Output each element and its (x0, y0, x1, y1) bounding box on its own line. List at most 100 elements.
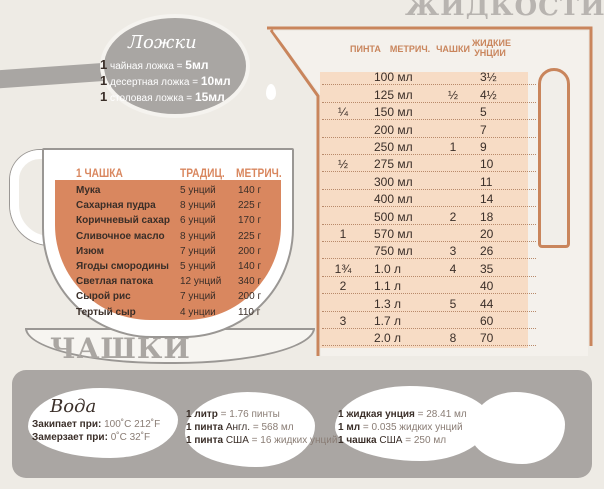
metric: 1.0 л (374, 261, 402, 276)
metric-value: 170 г (238, 215, 262, 227)
conv-blob-2b (470, 392, 565, 464)
liquid-table-row: ½ 275 мл 10 (322, 155, 536, 173)
ingredient: Сахарная пудра (76, 200, 156, 212)
traditional-value: 6 унций (180, 215, 216, 227)
metric: 1.7 л (374, 313, 402, 328)
metric: 500 мл (374, 209, 413, 224)
cup-fill (55, 180, 281, 320)
jug-handle (538, 68, 570, 248)
conversion-line: 1 литр = 1.76 пинты (186, 408, 337, 421)
conv-blob-1 (185, 392, 315, 467)
liquid-table-row: ¼ 150 мл 5 (322, 103, 536, 121)
ingredient: Тертый сыр (76, 306, 136, 318)
conversion-line: 1 чашка США = 250 мл (338, 434, 467, 447)
cup-header-metric: МЕТРИЧ. (236, 166, 282, 180)
cup-table-row: Коричневый сахар 6 унций 170 г (76, 215, 286, 230)
ingredient: Сливочное масло (76, 230, 165, 242)
spoons-title: Ложки (128, 32, 197, 53)
spoon-label: столовая ложка = (110, 93, 193, 104)
conversion-line: 1 жидкая унция = 28.41 мл (338, 408, 467, 421)
metric-value: 225 г (238, 200, 262, 212)
fluid-ounces: 4½ (480, 87, 497, 102)
fluid-ounces: 70 (480, 331, 494, 346)
metric: 150 мл (374, 105, 413, 120)
conversion-line: 1 пинта Англ. = 568 мл (186, 421, 337, 434)
spoon-label: чайная ложка = (110, 61, 183, 72)
water-boil: Закипает при: 100˚C 212˚F (32, 418, 160, 431)
spoon-value: 10мл (200, 74, 231, 88)
ingredient: Изюм (76, 245, 104, 257)
liquid-table-row: 200 мл 7 (322, 120, 536, 138)
traditional-value: 7 унций (180, 245, 216, 257)
conversions-1: 1 литр = 1.76 пинты 1 пинта Англ. = 568 м… (186, 408, 337, 447)
metric: 250 мл (374, 139, 413, 154)
ingredient: Сырой рис (76, 291, 131, 303)
fluid-ounces: 26 (480, 244, 494, 259)
conversion-region: Англ. (225, 422, 251, 433)
cup-table-row: Сырой рис 7 унций 200 г (76, 291, 286, 306)
fluid-ounces: 18 (480, 209, 494, 224)
cups: ½ (447, 87, 458, 102)
water-freeze: Замерзает при: 0˚C 32˚F (32, 431, 160, 444)
conversion-value: = 568 мл (252, 422, 294, 433)
pint: 1 (339, 226, 347, 241)
traditional-value: 7 унций (180, 291, 216, 303)
conversion-unit: 1 литр (186, 409, 218, 420)
spoon-line: 1 столовая ложка = 15мл (100, 90, 231, 106)
liquid-table-row: 1¾ 1.0 л 4 35 (322, 259, 536, 277)
spoon-count: 1 (100, 89, 108, 104)
fluid-ounces: 44 (480, 296, 494, 311)
metric: 750 мл (374, 244, 413, 259)
spoon-value: 5мл (185, 58, 209, 72)
cup-header-item: 1 ЧАШКА (76, 166, 123, 180)
fluid-ounces: 35 (480, 261, 494, 276)
spoon-bowl (100, 14, 250, 118)
traditional-value: 8 унций (180, 200, 216, 212)
fluid-ounces: 10 (480, 157, 494, 172)
conversion-region: США (225, 435, 249, 446)
water-info: Закипает при: 100˚C 212˚F Замерзает при:… (32, 418, 160, 444)
metric: 570 мл (374, 226, 413, 241)
conversion-line: 1 мл = 0.035 жидких унций (338, 421, 467, 434)
pint: 2 (339, 279, 347, 294)
cup-table-row: Светлая патока 12 унций 340 г (76, 276, 286, 291)
fluid-ounces: 40 (480, 279, 494, 294)
cups: 5 (449, 296, 457, 311)
spoons-list: 1 чайная ложка = 5мл 1 десертная ложка =… (100, 58, 231, 106)
metric: 100 мл (374, 70, 413, 85)
liquid-table-row: 750 мл 3 26 (322, 242, 536, 260)
ingredient: Коричневый сахар (76, 215, 170, 227)
pint: ¼ (337, 105, 348, 120)
freeze-f: 32˚F (129, 432, 151, 443)
conversion-unit: 1 жидкая унция (338, 409, 415, 420)
traditional-value: 12 унций (180, 276, 222, 288)
liquid-table-row: 1.3 л 5 44 (322, 294, 536, 312)
conv-blob-2 (335, 386, 490, 461)
liquid-table-row: 400 мл 14 (322, 190, 536, 208)
metric-value: 110 г (238, 306, 261, 318)
liquid-table-row: 500 мл 2 18 (322, 207, 536, 225)
boil-f: 212˚F (134, 419, 161, 430)
cups: 2 (449, 209, 457, 224)
conversion-unit: 1 чашка (338, 435, 377, 446)
metric: 400 мл (374, 192, 413, 207)
liquid-table-row: 300 мл 11 (322, 172, 536, 190)
water-title: Вода (50, 396, 97, 417)
freeze-c: 0˚C (110, 432, 127, 443)
ingredient: Светлая патока (76, 276, 154, 288)
metric: 200 мл (374, 122, 413, 137)
pint: 3 (339, 313, 347, 328)
cup-table-row: Изюм 7 унций 200 г (76, 246, 286, 261)
traditional-value: 8 унций (180, 230, 216, 242)
metric-value: 140 г (238, 185, 262, 196)
liquid-table-row: 2.0 л 8 70 (322, 329, 536, 347)
cups: 8 (449, 331, 457, 346)
metric: 125 мл (374, 87, 413, 102)
traditional-value: 4 унции (180, 306, 216, 318)
metric-value: 200 г (238, 245, 262, 257)
traditional-value: 5 унций (180, 261, 216, 272)
traditional-value: 5 унций (180, 185, 216, 196)
cup-table-row: Сливочное масло 8 унций 225 г (76, 231, 286, 246)
pint: ½ (337, 157, 348, 172)
fluid-ounces: 11 (480, 174, 493, 189)
